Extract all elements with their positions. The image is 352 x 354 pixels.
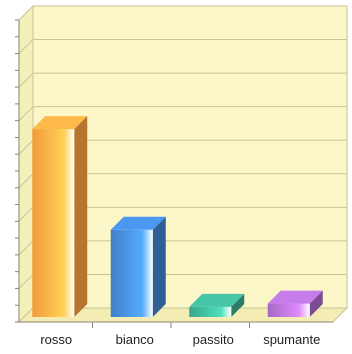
gridline-side <box>18 72 34 88</box>
gridline-side <box>18 106 34 122</box>
category-label: rosso <box>40 332 72 347</box>
bar-rosso <box>32 116 88 317</box>
gridline-side <box>18 39 34 54</box>
gridline-side <box>18 139 34 155</box>
bar-top <box>32 116 88 130</box>
bar-side <box>152 216 166 317</box>
bar-front <box>189 306 232 317</box>
bar-front <box>110 229 153 317</box>
plot-side-wall <box>18 4 34 324</box>
category-label: bianco <box>116 332 154 347</box>
bar-top <box>110 216 166 230</box>
category-labels: rosso bianco passito spumante <box>40 322 320 347</box>
bar-spumante <box>267 290 323 317</box>
gridline-side <box>18 206 34 222</box>
gridline-side <box>18 173 34 189</box>
bar-side <box>309 290 323 317</box>
bar-top <box>189 293 245 307</box>
gridline-side <box>18 240 34 256</box>
y-axis <box>15 19 333 323</box>
bar-front <box>267 303 310 317</box>
bar-top <box>267 290 323 304</box>
bars <box>32 116 323 317</box>
bar-passito <box>189 293 245 317</box>
bar-side <box>74 116 88 317</box>
bar-bianco <box>110 216 166 317</box>
gridline-side <box>18 274 34 289</box>
bar-side <box>231 293 245 317</box>
category-label: passito <box>193 332 234 347</box>
category-label: spumante <box>263 332 320 347</box>
bar-front <box>32 129 75 317</box>
